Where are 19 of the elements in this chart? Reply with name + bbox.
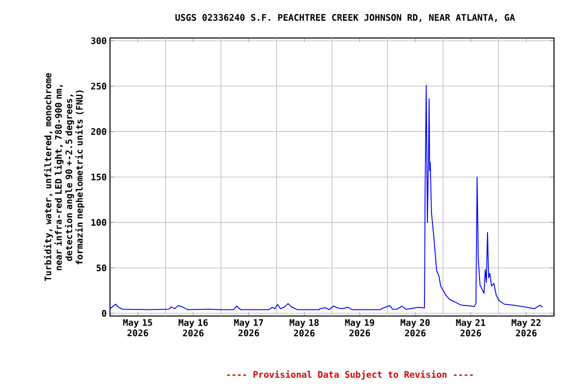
- x-tick-label: May 21 2026: [456, 319, 486, 336]
- x-tick-label: May 15 2026: [123, 319, 152, 336]
- x-tick-label: May 16 2026: [178, 319, 208, 336]
- y-axis-title: Turbidity, water, unfiltered, monochrome near infra-red LED light, 780-900 nm, detection angle 90 +-2.5 degrees, formazin nephelometric units (FNU): [44, 73, 84, 281]
- x-tick-label: May 20 2026: [400, 319, 430, 336]
- y-tick-label: 150: [91, 174, 106, 180]
- y-tick-label: 100: [91, 219, 106, 226]
- y-tick-label: 0: [102, 310, 106, 317]
- y-tick-label: 200: [91, 128, 106, 135]
- text: ---- Provisional Data Subject to Revision ----: [227, 370, 473, 380]
- y-tick-label: 50: [96, 264, 106, 272]
- chart-title: USGS 02336240 S.F. PEACHTREE CREEK JOHNSON RD, NEAR ATLANTA, GA: [175, 14, 515, 22]
- x-tick-label: May 19 2026: [345, 319, 374, 336]
- x-tick-label: May 22 2026: [512, 319, 540, 336]
- line-series: [110, 84, 543, 310]
- y-tick-label: 250: [91, 82, 106, 90]
- y-tick-label: 300: [91, 37, 106, 44]
- x-tick-label: May 18 2026: [290, 319, 319, 336]
- x-tick-label: May 17 2026: [234, 319, 264, 336]
